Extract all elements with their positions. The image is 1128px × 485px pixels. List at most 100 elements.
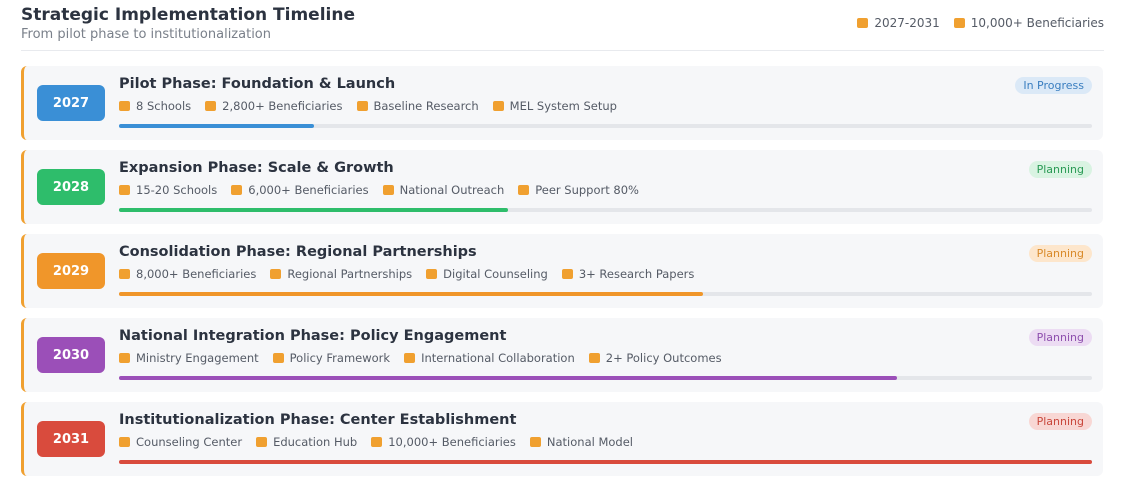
progress-track bbox=[119, 376, 1092, 380]
phase-card: 2030 National Integration Phase: Policy E… bbox=[21, 318, 1103, 392]
icon bbox=[256, 437, 268, 447]
phase-item: National Model bbox=[529, 435, 633, 449]
year-badge: 2028 bbox=[37, 169, 105, 205]
item-text: 8,000+ Beneficiaries bbox=[136, 267, 257, 281]
item-text: 2+ Policy Outcomes bbox=[605, 351, 722, 365]
item-text: 15-20 Schools bbox=[136, 183, 218, 197]
progress-track bbox=[119, 208, 1092, 212]
icon bbox=[356, 101, 368, 111]
year-badge: 2029 bbox=[37, 253, 105, 289]
phase-item: National Outreach bbox=[382, 183, 505, 197]
item-text: 8 Schools bbox=[136, 99, 192, 113]
phase-item: 6,000+ Beneficiaries bbox=[231, 183, 369, 197]
icon bbox=[119, 101, 130, 111]
phase-item: 8 Schools bbox=[119, 99, 191, 113]
phase-card: 2031 Institutionalization Phase: Center E… bbox=[21, 402, 1103, 476]
phase-item: 10,000+ Beneficiaries bbox=[371, 435, 516, 449]
item-text: Ministry Engagement bbox=[136, 351, 259, 365]
phase-card: 2029 Consolidation Phase: Regional Partne… bbox=[21, 234, 1103, 308]
phase-items: 8 Schools 2,800+ Beneficiaries Baseline Re… bbox=[119, 99, 617, 113]
phase-title: Pilot Phase: Foundation & Launch bbox=[119, 76, 396, 92]
phase-item: Policy Framework bbox=[272, 351, 391, 365]
progress-fill bbox=[119, 124, 314, 128]
icon bbox=[518, 185, 530, 195]
item-text: International Collaboration bbox=[421, 351, 575, 365]
icon bbox=[119, 353, 130, 363]
item-text: National Outreach bbox=[399, 183, 505, 197]
divider bbox=[21, 50, 1104, 51]
item-text: Policy Framework bbox=[289, 351, 391, 365]
phase-card: 2028 Expansion Phase: Scale & Growth Plann… bbox=[21, 150, 1103, 224]
phase-items: Counseling Center Education Hub 10,000+ Be… bbox=[119, 435, 633, 449]
page-subtitle: From pilot phase to institutionalization bbox=[21, 27, 271, 42]
phase-title: Institutionalization Phase: Center Estab… bbox=[119, 412, 517, 428]
item-text: MEL System Setup bbox=[509, 99, 617, 113]
icon bbox=[426, 269, 438, 279]
item-text: Education Hub bbox=[273, 435, 358, 449]
icon bbox=[561, 269, 573, 279]
icon bbox=[492, 101, 504, 111]
icon bbox=[371, 437, 383, 447]
progress-fill bbox=[119, 208, 509, 212]
meta-text: 2027-2031 bbox=[874, 16, 940, 30]
status-pill: Planning bbox=[1028, 413, 1092, 430]
page-title: Strategic Implementation Timeline bbox=[21, 5, 355, 25]
meta-item: 10,000+ Beneficiaries bbox=[953, 16, 1104, 30]
item-text: Baseline Research bbox=[373, 99, 479, 113]
phase-item: Education Hub bbox=[256, 435, 357, 449]
year-badge: 2031 bbox=[37, 421, 105, 457]
icon bbox=[119, 269, 130, 279]
progress-fill bbox=[119, 460, 1092, 464]
item-text: National Model bbox=[546, 435, 633, 449]
year-badge: 2027 bbox=[37, 85, 105, 121]
status-pill: Planning bbox=[1028, 245, 1092, 262]
item-text: 6,000+ Beneficiaries bbox=[248, 183, 369, 197]
status-pill: Planning bbox=[1028, 329, 1092, 346]
progress-fill bbox=[119, 292, 703, 296]
icon bbox=[953, 18, 965, 28]
phase-item: MEL System Setup bbox=[492, 99, 617, 113]
phase-title: Expansion Phase: Scale & Growth bbox=[119, 160, 394, 176]
meta-item: 2027-2031 bbox=[857, 16, 940, 30]
item-text: Counseling Center bbox=[136, 435, 243, 449]
icon bbox=[205, 101, 217, 111]
icon bbox=[529, 437, 541, 447]
icon bbox=[404, 353, 416, 363]
phase-card: 2027 Pilot Phase: Foundation & Launch In P… bbox=[21, 66, 1103, 140]
status-pill: In Progress bbox=[1015, 77, 1092, 94]
header-meta: 2027-2031 10,000+ Beneficiaries bbox=[857, 16, 1104, 30]
icon bbox=[119, 437, 130, 447]
icon bbox=[119, 185, 130, 195]
progress-track bbox=[119, 292, 1092, 296]
phase-item: Counseling Center bbox=[119, 435, 242, 449]
meta-text: 10,000+ Beneficiaries bbox=[970, 16, 1104, 30]
phase-item: 2,800+ Beneficiaries bbox=[205, 99, 343, 113]
item-text: Digital Counseling bbox=[443, 267, 548, 281]
phase-items: Ministry Engagement Policy Framework Inter… bbox=[119, 351, 722, 365]
phase-item: 3+ Research Papers bbox=[561, 267, 695, 281]
icon bbox=[588, 353, 600, 363]
phase-item: Digital Counseling bbox=[426, 267, 548, 281]
phase-item: 2+ Policy Outcomes bbox=[588, 351, 722, 365]
phase-item: Baseline Research bbox=[356, 99, 479, 113]
progress-track bbox=[119, 124, 1092, 128]
phase-item: Ministry Engagement bbox=[119, 351, 259, 365]
phase-item: International Collaboration bbox=[404, 351, 575, 365]
icon bbox=[382, 185, 394, 195]
phase-item: 8,000+ Beneficiaries bbox=[119, 267, 256, 281]
phase-title: National Integration Phase: Policy Engag… bbox=[119, 328, 507, 344]
item-text: 10,000+ Beneficiaries bbox=[388, 435, 516, 449]
phase-items: 15-20 Schools 6,000+ Beneficiaries Nationa… bbox=[119, 183, 639, 197]
phase-item: Peer Support 80% bbox=[518, 183, 639, 197]
item-text: 3+ Research Papers bbox=[578, 267, 695, 281]
phase-item: 15-20 Schools bbox=[119, 183, 217, 197]
phase-item: Regional Partnerships bbox=[270, 267, 412, 281]
item-text: Peer Support 80% bbox=[535, 183, 639, 197]
status-pill: Planning bbox=[1028, 161, 1092, 178]
progress-fill bbox=[119, 376, 898, 380]
icon bbox=[857, 18, 869, 28]
item-text: 2,800+ Beneficiaries bbox=[222, 99, 343, 113]
progress-track bbox=[119, 460, 1092, 464]
icon bbox=[270, 269, 282, 279]
